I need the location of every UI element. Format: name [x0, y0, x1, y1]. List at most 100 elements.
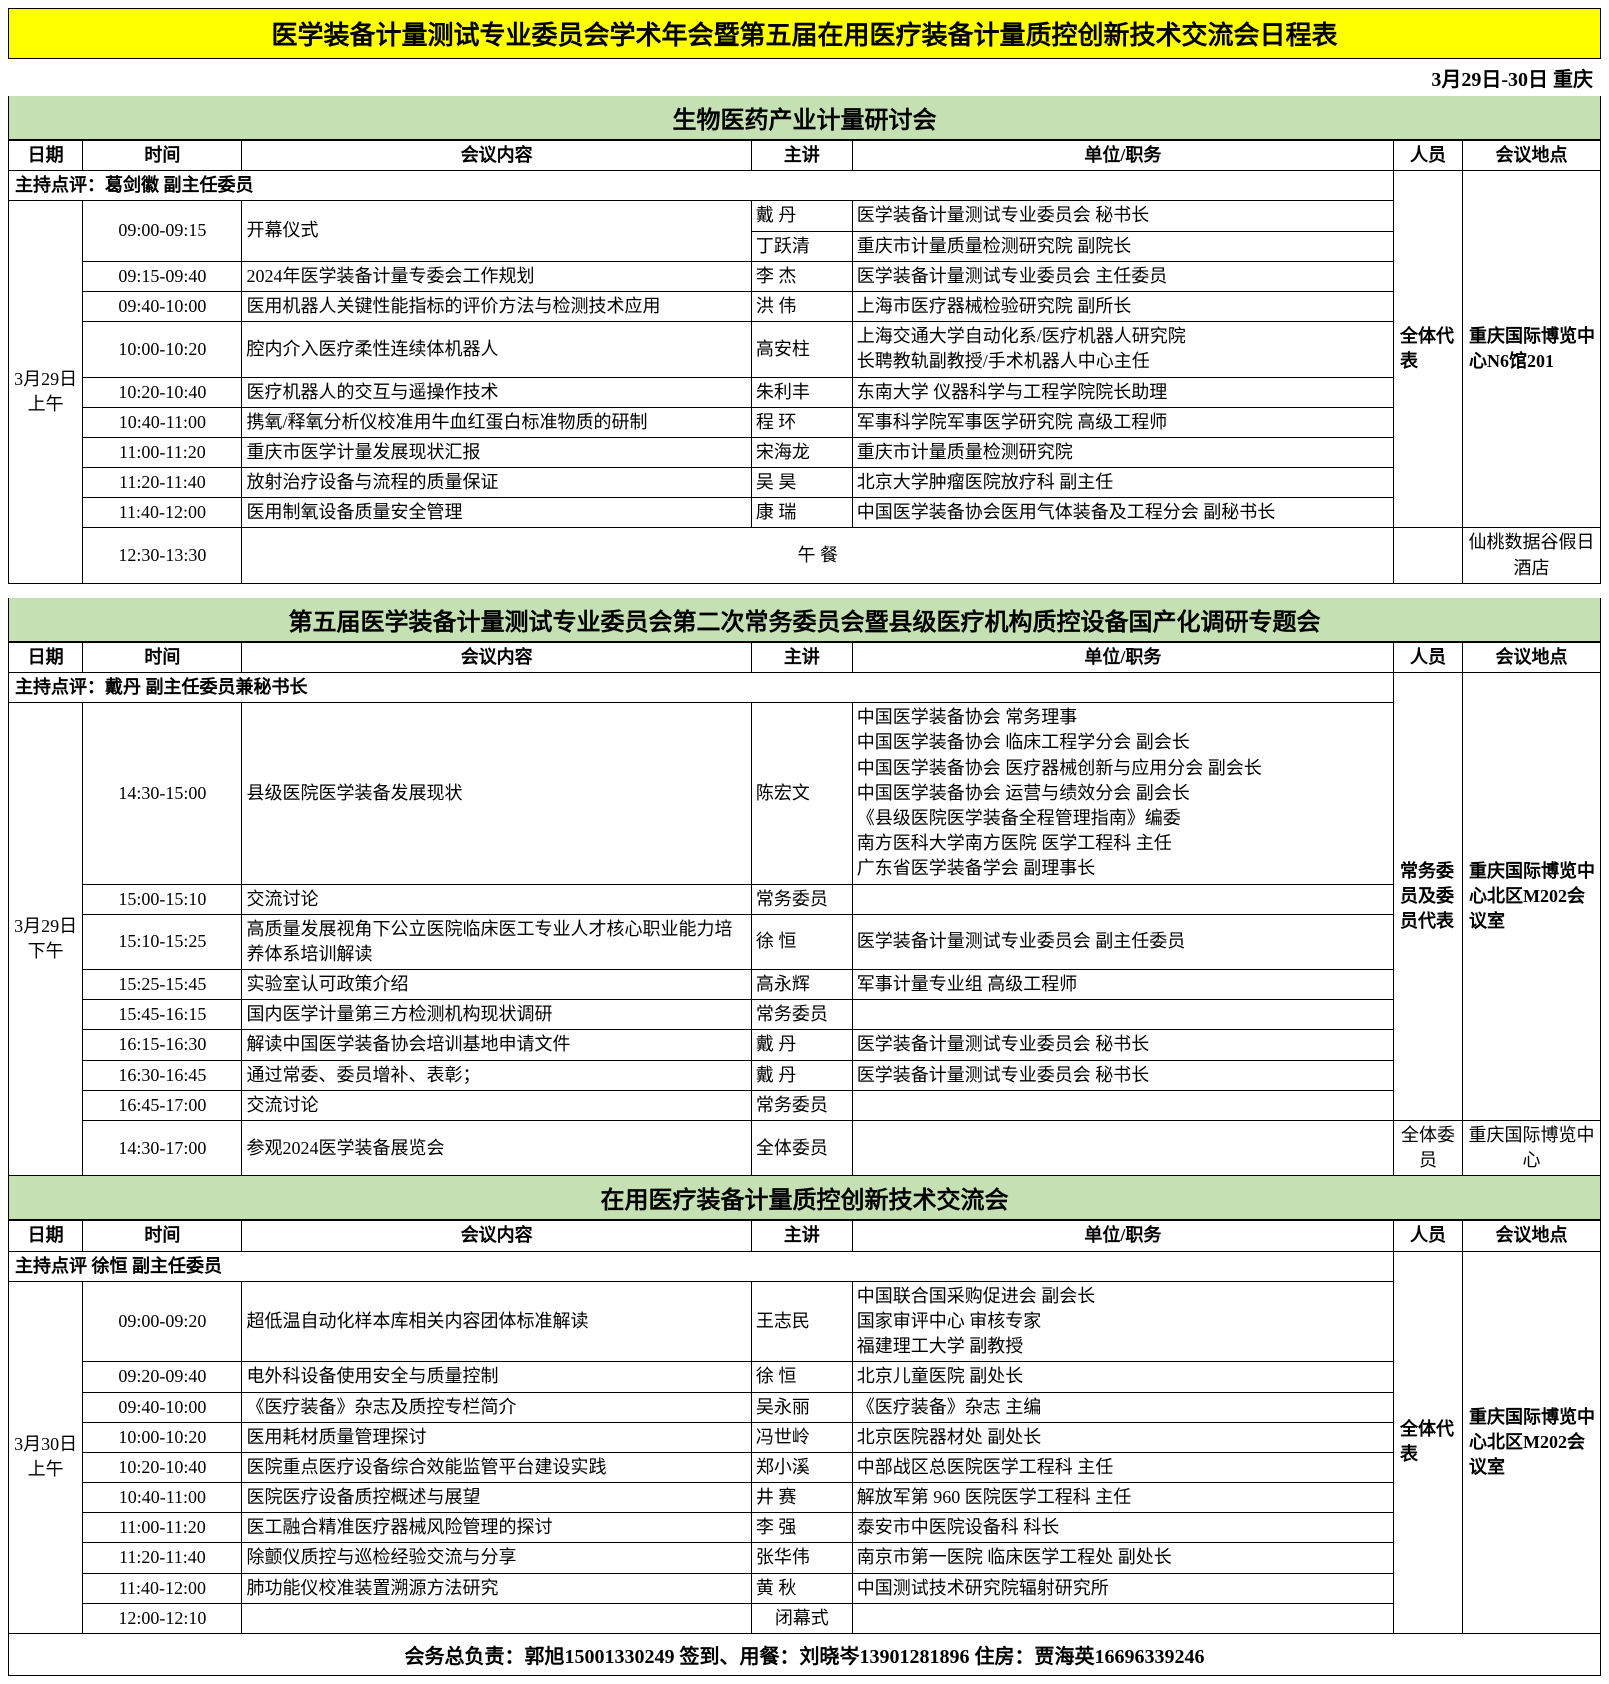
h-attend: 人员 — [1393, 141, 1462, 171]
cell-speaker: 郑小溪 — [751, 1452, 852, 1482]
table-row: 09:20-09:40 电外科设备使用安全与质量控制 徐 恒 北京儿童医院 副处… — [9, 1362, 1601, 1392]
cell-content: 解读中国医学装备协会培训基地申请文件 — [242, 1030, 751, 1060]
table-row: 10:00-10:20 医用耗材质量管理探讨 冯世岭 北京医院器材处 副处长 — [9, 1422, 1601, 1452]
cell-time: 16:30-16:45 — [83, 1060, 242, 1090]
cell-time: 15:25-15:45 — [83, 970, 242, 1000]
cell-content: 国内医学计量第三方检测机构现状调研 — [242, 1000, 751, 1030]
cell-speaker: 井 赛 — [751, 1483, 852, 1513]
section2-title: 第五届医学装备计量测试专业委员会第二次常务委员会暨县级医疗机构质控设备国产化调研… — [8, 598, 1601, 642]
section1-attend: 全体代表 — [1393, 171, 1462, 528]
section2-host-row: 主持点评：戴丹 副主任委员兼秘书长 常务委员及委员代表 重庆国际博览中心北区M2… — [9, 673, 1601, 703]
cell-content: 医院重点医疗设备综合效能监管平台建设实践 — [242, 1452, 751, 1482]
cell-speaker: 徐 恒 — [751, 914, 852, 969]
cell-content: 超低温自动化样本库相关内容团体标准解读 — [242, 1281, 751, 1362]
cell-org: 医学装备计量测试专业委员会 主任委员 — [852, 261, 1393, 291]
cell-time: 11:00-11:20 — [83, 1513, 242, 1543]
cell-org — [852, 1000, 1393, 1030]
table-row: 12:00-12:10 闭幕式 — [9, 1603, 1601, 1633]
table-row: 16:15-16:30 解读中国医学装备协会培训基地申请文件 戴 丹 医学装备计… — [9, 1030, 1601, 1060]
cell-content: 参观2024医学装备展览会 — [242, 1121, 751, 1176]
table-row: 10:20-10:40 医疗机器人的交互与遥操作技术 朱利丰 东南大学 仪器科学… — [9, 377, 1601, 407]
cell-content: 2024年医学装备计量专委会工作规划 — [242, 261, 751, 291]
cell-speaker: 闭幕式 — [751, 1603, 852, 1633]
cell-content: 医院医疗设备质控概述与展望 — [242, 1483, 751, 1513]
section1-venue: 重庆国际博览中心N6馆201 — [1462, 171, 1600, 528]
table-row: 15:10-15:25 高质量发展视角下公立医院临床医工专业人才核心职业能力培养… — [9, 914, 1601, 969]
cell-org — [852, 1121, 1393, 1176]
lunch-attend — [1393, 528, 1462, 583]
table-row: 14:30-17:00 参观2024医学装备展览会 全体委员 全体委员 重庆国际… — [9, 1121, 1601, 1176]
cell-speaker: 高安柱 — [751, 322, 852, 377]
section2-date: 3月29日下午 — [9, 703, 83, 1176]
section3-title: 在用医疗装备计量质控创新技术交流会 — [8, 1176, 1601, 1220]
cell-org: 上海交通大学自动化系/医疗机器人研究院 长聘教轨副教授/手术机器人中心主任 — [852, 322, 1393, 377]
cell-org: 泰安市中医院设备科 科长 — [852, 1513, 1393, 1543]
cell-speaker: 康 瑞 — [751, 498, 852, 528]
h-content: 会议内容 — [242, 141, 751, 171]
cell-content: 放射治疗设备与流程的质量保证 — [242, 468, 751, 498]
table-row: 10:20-10:40 医院重点医疗设备综合效能监管平台建设实践 郑小溪 中部战… — [9, 1452, 1601, 1482]
table-row: 10:00-10:20 腔内介入医疗柔性连续体机器人 高安柱 上海交通大学自动化… — [9, 322, 1601, 377]
header-row: 日期 时间 会议内容 主讲 单位/职务 人员 会议地点 — [9, 642, 1601, 672]
h-org: 单位/职务 — [852, 1221, 1393, 1251]
lunch-venue: 仙桃数据谷假日酒店 — [1462, 528, 1600, 583]
section1-date: 3月29日上午 — [9, 201, 83, 583]
cell-org: 中国联合国采购促进会 副会长 国家审评中心 审核专家 福建理工大学 副教授 — [852, 1281, 1393, 1362]
table-row: 15:25-15:45 实验室认可政策介绍 高永辉 军事计量专业组 高级工程师 — [9, 970, 1601, 1000]
footer-contacts: 会务总负责：郭旭15001330249 签到、用餐：刘晓岑13901281896… — [8, 1634, 1601, 1676]
section2-venue: 重庆国际博览中心北区M202会议室 — [1462, 673, 1600, 1121]
h-content: 会议内容 — [242, 1221, 751, 1251]
cell-org — [852, 1090, 1393, 1120]
table-row: 11:00-11:20 医工融合精准医疗器械风险管理的探讨 李 强 泰安市中医院… — [9, 1513, 1601, 1543]
cell-org — [852, 884, 1393, 914]
h-speaker: 主讲 — [751, 141, 852, 171]
cell-speaker: 黄 秋 — [751, 1573, 852, 1603]
lunch-row: 12:30-13:30 午 餐 仙桃数据谷假日酒店 — [9, 528, 1601, 583]
cell-time: 09:15-09:40 — [83, 261, 242, 291]
cell-speaker: 吴 昊 — [751, 468, 852, 498]
cell-time: 11:40-12:00 — [83, 498, 242, 528]
cell-org: 医学装备计量测试专业委员会 秘书长 — [852, 1030, 1393, 1060]
cell-org: 上海市医疗器械检验研究院 副所长 — [852, 291, 1393, 321]
cell-content: 腔内介入医疗柔性连续体机器人 — [242, 322, 751, 377]
cell-time: 14:30-17:00 — [83, 1121, 242, 1176]
h-attend: 人员 — [1393, 642, 1462, 672]
header-row: 日期 时间 会议内容 主讲 单位/职务 人员 会议地点 — [9, 1221, 1601, 1251]
h-org: 单位/职务 — [852, 642, 1393, 672]
cell-time: 14:30-15:00 — [83, 703, 242, 884]
cell-speaker: 徐 恒 — [751, 1362, 852, 1392]
table-row: 15:00-15:10 交流讨论 常务委员 — [9, 884, 1601, 914]
h-time: 时间 — [83, 642, 242, 672]
cell-org — [852, 1603, 1393, 1633]
cell-speaker: 戴 丹 — [751, 1030, 852, 1060]
cell-time: 11:00-11:20 — [83, 437, 242, 467]
cell-speaker: 洪 伟 — [751, 291, 852, 321]
h-speaker: 主讲 — [751, 642, 852, 672]
table-row: 11:40-12:00 肺功能仪校准装置溯源方法研究 黄 秋 中国测试技术研究院… — [9, 1573, 1601, 1603]
cell-time: 12:00-12:10 — [83, 1603, 242, 1633]
cell-speaker: 常务委员 — [751, 1000, 852, 1030]
cell-time: 11:40-12:00 — [83, 1573, 242, 1603]
h-time: 时间 — [83, 141, 242, 171]
cell-org: 军事科学院军事医学研究院 高级工程师 — [852, 407, 1393, 437]
cell-time: 09:00-09:15 — [83, 201, 242, 261]
cell-speaker: 张华伟 — [751, 1543, 852, 1573]
cell-org: 军事计量专业组 高级工程师 — [852, 970, 1393, 1000]
cell-content: 携氧/释氧分析仪校准用牛血红蛋白标准物质的研制 — [242, 407, 751, 437]
cell-time: 10:20-10:40 — [83, 1452, 242, 1482]
table-row: 3月29日上午 09:00-09:15 开幕仪式 戴 丹 医学装备计量测试专业委… — [9, 201, 1601, 231]
table-row: 09:15-09:40 2024年医学装备计量专委会工作规划 李 杰 医学装备计… — [9, 261, 1601, 291]
h-content: 会议内容 — [242, 642, 751, 672]
cell-time: 09:40-10:00 — [83, 1392, 242, 1422]
h-venue: 会议地点 — [1462, 1221, 1600, 1251]
cell-content: 医用耗材质量管理探讨 — [242, 1422, 751, 1452]
cell-content: 开幕仪式 — [242, 201, 751, 261]
cell-content: 医用制氧设备质量安全管理 — [242, 498, 751, 528]
cell-speaker: 戴 丹 — [751, 1060, 852, 1090]
cell-time: 10:40-11:00 — [83, 1483, 242, 1513]
cell-venue: 重庆国际博览中心 — [1462, 1121, 1600, 1176]
table-row: 16:30-16:45 通过常委、委员增补、表彰； 戴 丹 医学装备计量测试专业… — [9, 1060, 1601, 1090]
cell-org: 医学装备计量测试专业委员会 秘书长 — [852, 1060, 1393, 1090]
cell-org: 中国医学装备协会 常务理事 中国医学装备协会 临床工程学分会 副会长 中国医学装… — [852, 703, 1393, 884]
section3-host: 主持点评 徐恒 副主任委员 — [9, 1251, 1394, 1281]
